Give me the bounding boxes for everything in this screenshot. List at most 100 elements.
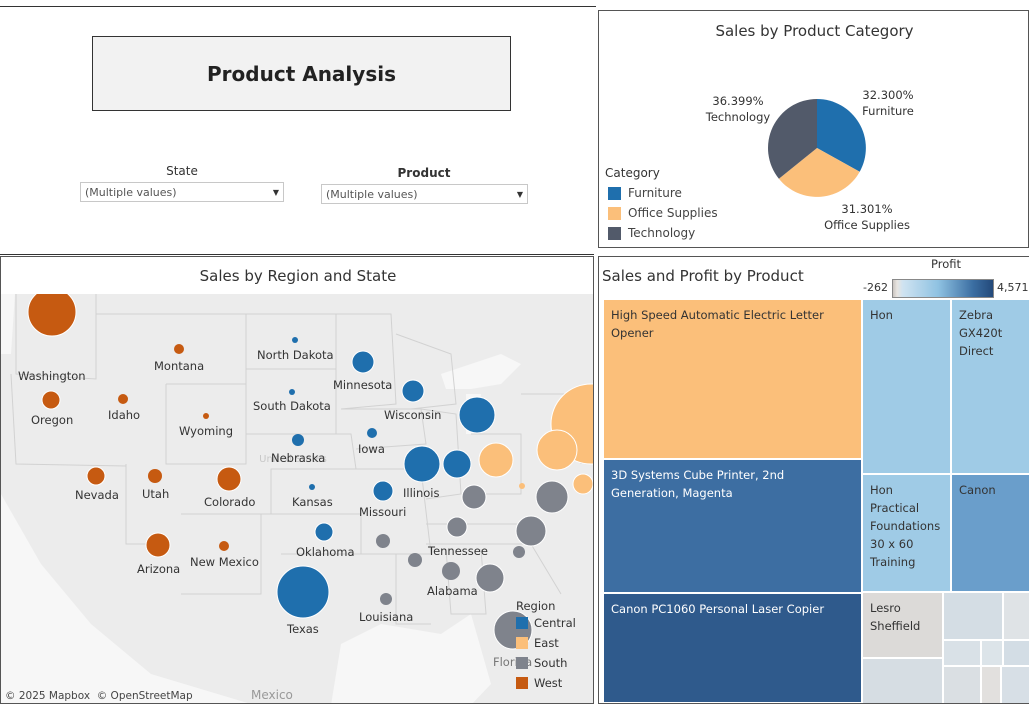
region-legend: Region Central East South West: [516, 599, 592, 690]
legend-swatch: [516, 677, 528, 689]
treemap-cell[interactable]: Hon: [862, 299, 951, 474]
pie-label-name: Furniture: [862, 104, 914, 118]
state-filter-value: (Multiple values): [85, 185, 177, 199]
pie-slice-technology: [768, 99, 817, 179]
bubble-nebraska: [292, 434, 304, 446]
state-label-tennessee: Tennessee: [428, 544, 488, 558]
bubble-tennessee: [446, 516, 468, 538]
bubble-texas: [276, 565, 330, 619]
bubble-illinois: [403, 445, 441, 483]
bubble-south-dakota: [289, 389, 295, 395]
category-pie-chart[interactable]: [766, 97, 868, 199]
state-label-kansas: Kansas: [292, 495, 333, 509]
treemap-cell[interactable]: Zebra GX420t Direct: [951, 299, 1029, 474]
state-label-nevada: Nevada: [75, 488, 119, 502]
legend-swatch: [608, 226, 621, 240]
legend-swatch: [516, 657, 528, 669]
profit-max-label: 4,571: [997, 281, 1029, 294]
bubble-colorado: [216, 466, 242, 492]
product-filter-dropdown[interactable]: (Multiple values) ▼: [321, 184, 528, 204]
top-border: [0, 6, 596, 7]
legend-item-office-supplies[interactable]: Office Supplies: [608, 206, 718, 220]
legend-label: Technology: [628, 226, 696, 240]
state-label-oregon: Oregon: [31, 413, 74, 427]
dropdown-arrow-icon: ▼: [272, 187, 279, 197]
treemap-cell-small[interactable]: [1001, 666, 1029, 703]
treemap-cell-label: 3D Systems Cube Printer, 2nd Generation,…: [611, 468, 785, 500]
bubble-kentucky: [461, 484, 487, 510]
us-map[interactable]: Mexico United States: [1, 294, 594, 704]
treemap-cell-small[interactable]: [1003, 592, 1029, 640]
treemap-cell[interactable]: Canon: [951, 474, 1029, 592]
state-filter-dropdown[interactable]: (Multiple values) ▼: [80, 182, 284, 202]
treemap-cell[interactable]: Canon PC1060 Personal Laser Copier: [603, 593, 862, 703]
legend-item-furniture[interactable]: Furniture: [608, 186, 682, 200]
bubble-nevada: [86, 466, 106, 486]
state-label-alabama: Alabama: [427, 584, 478, 598]
bubble-indiana: [442, 449, 472, 479]
legend-item-central[interactable]: Central: [516, 616, 592, 630]
bubble-south-carolina: [513, 546, 525, 558]
legend-item-west[interactable]: West: [516, 676, 592, 690]
bubble-virginia: [535, 480, 569, 514]
country-label-us-faint: United States: [259, 454, 327, 465]
pie-label-furniture: 32.300% Furniture: [855, 87, 921, 119]
category-pie-panel: Sales by Product Category 32.300% Furnit…: [598, 10, 1029, 248]
state-label-louisiana: Louisiana: [359, 610, 414, 624]
state-label-colorado: Colorado: [204, 495, 256, 509]
state-label-wisconsin: Wisconsin: [384, 408, 442, 422]
bubble-oklahoma: [314, 522, 334, 542]
legend-label: West: [534, 676, 563, 690]
bubble-new-mexico: [219, 541, 229, 551]
bubble-arizona: [145, 532, 171, 558]
treemap-cell[interactable]: High Speed Automatic Electric Letter Ope…: [603, 299, 862, 459]
state-label-illinois: Illinois: [403, 486, 440, 500]
legend-swatch: [516, 617, 528, 629]
legend-item-technology[interactable]: Technology: [608, 226, 695, 240]
legend-item-east[interactable]: East: [516, 636, 592, 650]
treemap-cell-small[interactable]: [1003, 640, 1029, 666]
treemap-cell[interactable]: Hon Practical Foundations 30 x 60 Traini…: [862, 474, 951, 592]
legend-label: Furniture: [628, 186, 682, 200]
bubble-idaho: [118, 394, 128, 404]
bubble-kansas: [309, 484, 315, 490]
treemap-cell-small[interactable]: [981, 666, 1001, 703]
region-legend-title: Region: [516, 599, 556, 613]
pie-slice-office-supplies: [778, 148, 860, 197]
bubble-mississippi: [408, 553, 422, 567]
treemap-cell-small[interactable]: [862, 658, 943, 703]
treemap-cell[interactable]: 3D Systems Cube Printer, 2nd Generation,…: [603, 459, 862, 593]
profit-legend-title: Profit: [931, 257, 961, 271]
treemap-cell-small[interactable]: [943, 666, 981, 703]
treemap-cell-small[interactable]: [943, 592, 1003, 640]
pie-slice-furniture: [817, 99, 866, 172]
pie-label-pct: 31.301%: [841, 202, 893, 216]
treemap-cell-label: Canon PC1060 Personal Laser Copier: [611, 602, 825, 616]
state-label-nebraska: Nebraska: [271, 451, 326, 465]
profit-min-label: -262: [863, 281, 888, 294]
bubble-north-dakota: [292, 337, 298, 343]
treemap-cell-label: Canon: [959, 483, 996, 497]
state-label-texas: Texas: [287, 622, 319, 636]
bubble-oregon: [41, 390, 61, 410]
treemap-cell[interactable]: Lesro Sheffield: [862, 592, 943, 658]
treemap-panel: Sales and Profit by Product Profit -262 …: [598, 256, 1029, 704]
state-label-arizona: Arizona: [137, 562, 181, 576]
legend-label: Central: [534, 616, 576, 630]
state-label-idaho: Idaho: [108, 408, 141, 422]
category-legend-title: Category: [605, 166, 660, 180]
treemap-cell-small[interactable]: [981, 640, 1003, 666]
treemap-title: Sales and Profit by Product: [602, 267, 804, 285]
map-attribution[interactable]: © 2025 Mapbox © OpenStreetMap: [5, 690, 193, 702]
treemap-cell-label: Hon Practical Foundations 30 x 60 Traini…: [870, 483, 941, 569]
legend-label: South: [534, 656, 568, 670]
bubble-east-small: [572, 473, 593, 495]
treemap-cell-small[interactable]: [943, 640, 981, 666]
bubble-michigan: [458, 396, 496, 434]
legend-item-south[interactable]: South: [516, 656, 592, 670]
legend-label: East: [534, 636, 559, 650]
bubble-wisconsin: [401, 379, 425, 403]
bubble-wyoming: [203, 413, 209, 419]
pie-label-name: Office Supplies: [824, 218, 910, 232]
state-label-wyoming: Wyoming: [179, 424, 233, 438]
